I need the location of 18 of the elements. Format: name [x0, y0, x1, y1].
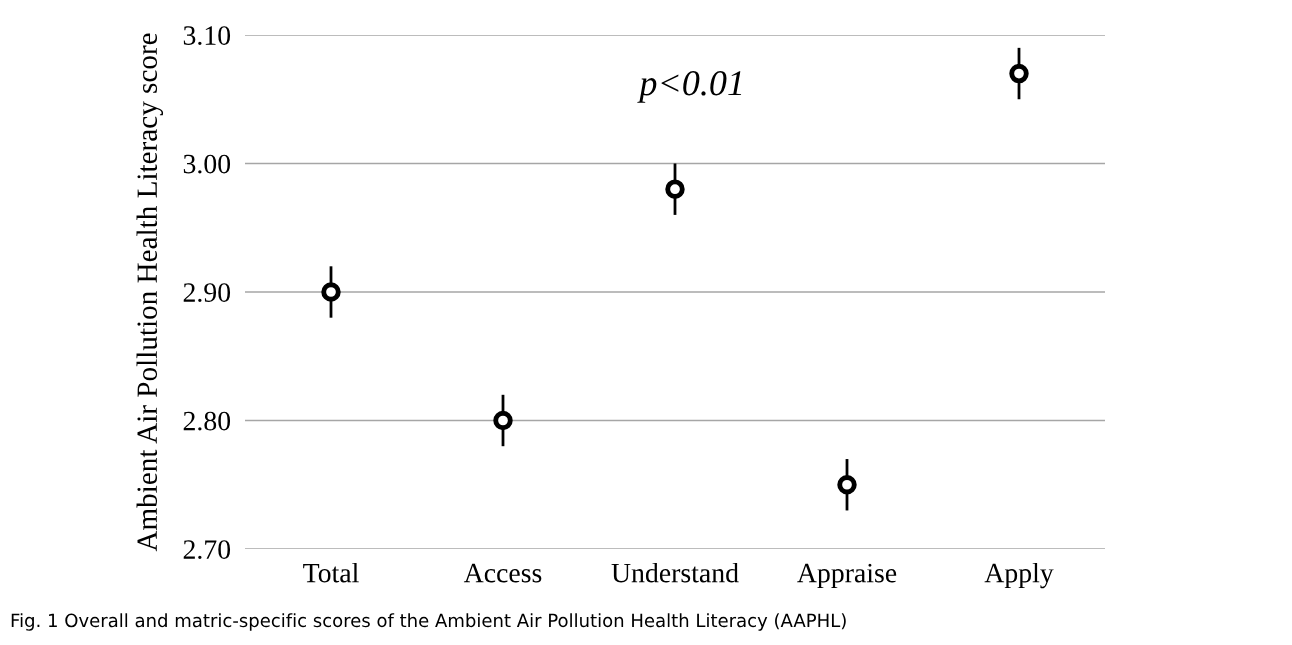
point	[837, 475, 857, 495]
x-tick-label: Total	[303, 562, 359, 583]
point	[665, 179, 685, 199]
x-tick-label: Access	[463, 563, 542, 583]
y-tick-label: 2.70	[183, 540, 231, 560]
annotation: p<0.01	[637, 71, 742, 103]
x-tick-label: Understand	[611, 562, 739, 583]
point	[493, 410, 513, 431]
x-tick-label: Appraise	[797, 563, 897, 589]
y-tick-label: 3.00	[183, 154, 231, 174]
point	[1009, 63, 1029, 84]
caption: Fig. 1 Overall and matric-specific scores of the Ambient Air Pollution Health Literacy (AAPHL)	[11, 613, 846, 631]
y-tick-label: 2.90	[183, 283, 231, 303]
y-tick-label: 3.10	[183, 26, 231, 46]
y-tick-label: 2.80	[183, 411, 231, 431]
x-tick-label: Apply	[984, 562, 1054, 589]
point	[321, 282, 341, 302]
y-axis-title: Ambient Air Pollution Health Literacy score	[136, 33, 164, 552]
